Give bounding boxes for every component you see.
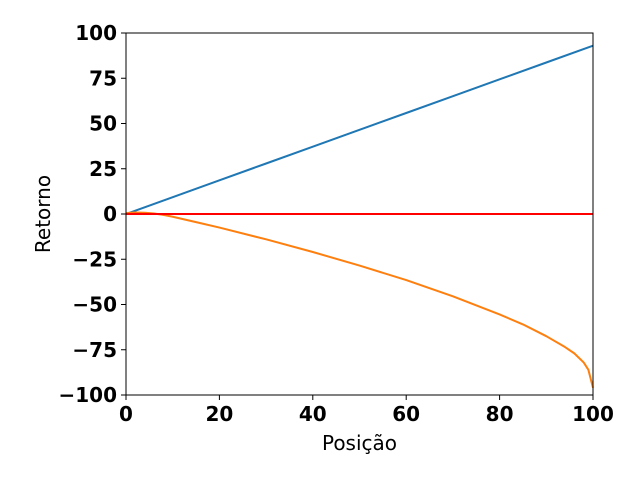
y-tick-label: 100 bbox=[75, 21, 117, 45]
series-line-1 bbox=[125, 44, 594, 215]
y-axis-label: Retorno bbox=[31, 175, 55, 253]
x-tick-label: 60 bbox=[392, 402, 420, 426]
y-tick-label: −50 bbox=[72, 293, 117, 317]
x-tick-label: 0 bbox=[119, 402, 133, 426]
y-tick-label: 50 bbox=[89, 112, 117, 136]
x-tick-label: 20 bbox=[205, 402, 233, 426]
x-tick-label: 80 bbox=[486, 402, 514, 426]
plot-area bbox=[125, 44, 594, 389]
y-tick-label: 0 bbox=[103, 202, 117, 226]
y-tick-label: −100 bbox=[58, 383, 117, 407]
y-tick-label: 75 bbox=[89, 66, 117, 90]
x-tick-label: 40 bbox=[299, 402, 327, 426]
x-axis-label: Posição bbox=[322, 431, 397, 455]
x-tick-label: 100 bbox=[572, 402, 614, 426]
axes-frame bbox=[125, 32, 594, 396]
y-tick-label: −25 bbox=[72, 247, 117, 271]
axis-ticks: 0 20 40 60 80 100 100 75 50 25 0 −25 −50 −75 −100 bbox=[58, 21, 613, 426]
y-tick-label: −75 bbox=[72, 338, 117, 362]
y-tick-label: 25 bbox=[89, 157, 117, 181]
